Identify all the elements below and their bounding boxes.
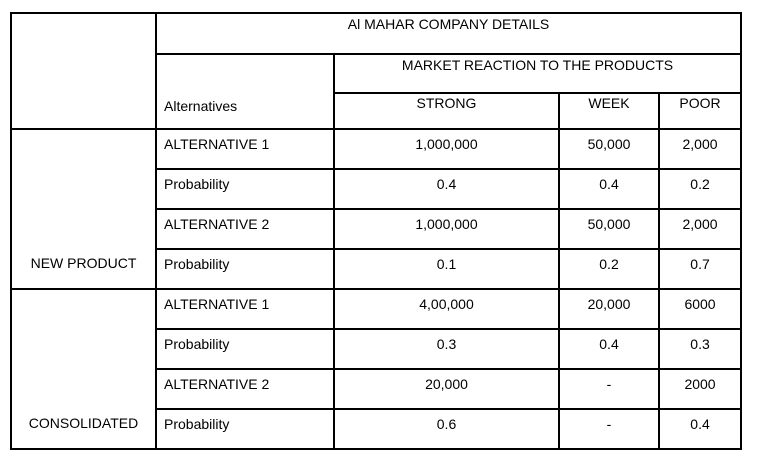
- table-row: ALTERNATIVE 2 1,000,000 50,000 2,000: [11, 208, 743, 250]
- value-cell: 0.4: [558, 168, 660, 210]
- column-header-week: WEEK: [558, 92, 660, 130]
- value-cell: 2000: [657, 368, 743, 410]
- column-header-strong: STRONG: [333, 92, 560, 130]
- table-row: STRONG WEEK POOR: [11, 92, 743, 130]
- table-title: Al MAHAR COMPANY DETAILS: [154, 12, 743, 55]
- value-cell: 0.6: [333, 408, 560, 450]
- value-cell: 0.7: [657, 248, 743, 290]
- value-cell: 2,000: [657, 208, 743, 250]
- column-header-poor: POOR: [657, 92, 743, 130]
- row-label-cell: ALTERNATIVE 2: [155, 368, 335, 410]
- value-cell: 6000: [657, 288, 743, 330]
- value-cell: 0.1: [333, 248, 560, 290]
- value-cell: 20,000: [333, 368, 560, 410]
- table-row: NEW PRODUCT ALTERNATIVE 1 1,000,000 50,0…: [10, 128, 743, 290]
- value-cell: 20,000: [558, 288, 660, 330]
- table-row: CONSOLIDATED ALTERNATIVE 1 4,00,000 20,0…: [10, 288, 743, 450]
- value-cell: 0.2: [657, 168, 743, 210]
- table-row: Al MAHAR COMPANY DETAILS: [10, 12, 743, 130]
- value-cell: 0.4: [558, 328, 660, 370]
- group-cell-consolidated: CONSOLIDATED: [10, 288, 157, 450]
- table-row: Alternatives MARKET REACTION TO THE PROD…: [11, 53, 743, 130]
- company-details-table: Al MAHAR COMPANY DETAILS Alternatives MA…: [10, 12, 743, 450]
- row-label-cell: Probability: [155, 248, 335, 290]
- row-label-cell: ALTERNATIVE 1: [155, 128, 335, 170]
- value-cell: -: [558, 368, 660, 410]
- value-cell: 0.2: [558, 248, 660, 290]
- table-row: Probability 0.3 0.4 0.3: [11, 328, 743, 370]
- value-cell: 1,000,000: [333, 208, 560, 250]
- value-cell: 0.4: [333, 168, 560, 210]
- table-row: ALTERNATIVE 2 20,000 - 2000: [11, 368, 743, 410]
- value-cell: 0.3: [333, 328, 560, 370]
- row-label-cell: ALTERNATIVE 2: [155, 208, 335, 250]
- table-row: Probability 0.4 0.4 0.2: [11, 168, 743, 210]
- table-row: Probability 0.6 - 0.4: [11, 408, 743, 450]
- value-cell: -: [558, 408, 660, 450]
- value-cell: 0.4: [657, 408, 743, 450]
- row-label-cell: ALTERNATIVE 1: [155, 288, 335, 330]
- value-cell: 50,000: [558, 208, 660, 250]
- value-cell: 50,000: [558, 128, 660, 170]
- value-cell: 0.3: [657, 328, 743, 370]
- table-row: Probability 0.1 0.2 0.7: [11, 248, 743, 290]
- alternatives-header-cell: Alternatives: [155, 53, 335, 130]
- value-cell: 4,00,000: [333, 288, 560, 330]
- row-label-cell: Probability: [155, 408, 335, 450]
- value-cell: 1,000,000: [333, 128, 560, 170]
- corner-cell: [10, 12, 157, 130]
- row-label-cell: Probability: [155, 328, 335, 370]
- row-label-cell: Probability: [155, 168, 335, 210]
- market-reaction-header-cell: MARKET REACTION TO THE PRODUCTS: [332, 53, 743, 94]
- group-cell-new-product: NEW PRODUCT: [10, 128, 157, 290]
- value-cell: 2,000: [657, 128, 743, 170]
